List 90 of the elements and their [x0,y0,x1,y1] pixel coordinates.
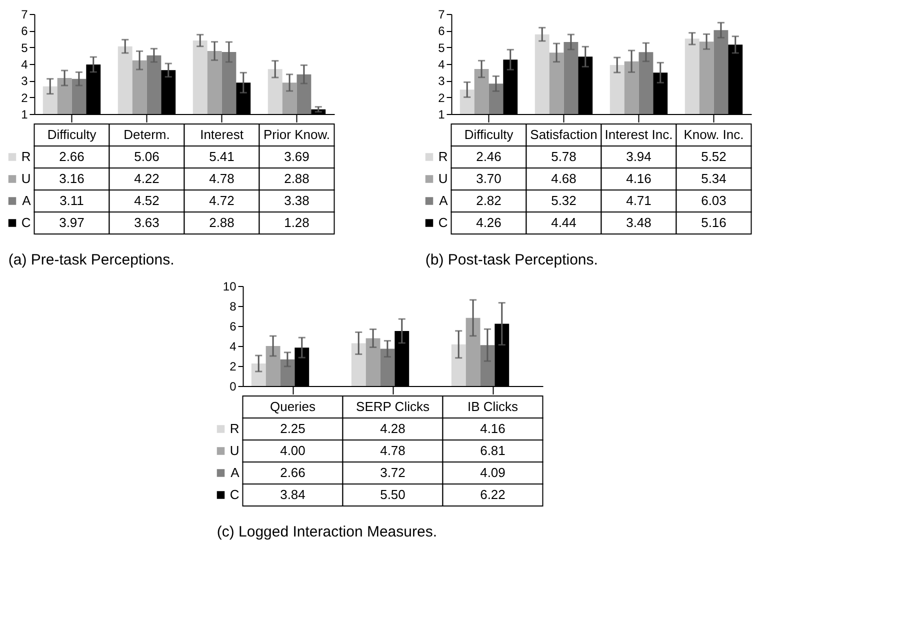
data-label: 2.82 [476,193,502,208]
data-label: 2.25 [280,421,306,436]
legend-label: R [21,149,31,164]
data-label: 2.88 [284,171,310,186]
data-label: 5.16 [701,215,726,230]
data-label: 4.16 [626,171,652,186]
text: (c) Logged Interaction Measures. [216,524,437,540]
y-tick-label: 2 [21,90,28,105]
x-tick-label: Interest Inc. [604,127,673,142]
y-tick-label: 6 [230,320,237,334]
data-label: 4.00 [280,443,306,458]
data-label: 3.97 [59,215,84,230]
y-tick-label: 3 [21,74,28,88]
data-label: 6.03 [701,193,726,208]
y-tick-label: 3 [438,74,446,88]
x-tick-label: Queries [270,399,316,414]
data-label: 6.22 [480,487,506,502]
legend-label: C [21,215,31,230]
data-label: 5.52 [701,149,726,164]
data-label: 2.66 [280,465,306,480]
data-label: 3.70 [476,171,502,186]
data-label: 5.50 [380,487,406,502]
data-label: 3.84 [280,487,306,502]
data-label: 4.68 [551,171,576,186]
legend-label: A [439,193,448,208]
data-label: 4.28 [380,421,406,436]
data-label: 4.09 [480,465,506,480]
y-tick-label: 2 [438,90,446,105]
y-tick-label: 1 [21,108,28,122]
legend-label: A [22,193,32,208]
y-tick-label: 7 [438,8,446,22]
data-label: 4.78 [380,443,406,458]
y-tick-label: 4 [230,340,237,354]
legend-label: R [230,421,240,436]
y-tick-label: 6 [438,24,446,38]
data-label: 5.41 [209,149,234,164]
x-tick-label: Difficulty [47,127,97,142]
data-label: 5.34 [701,171,726,186]
data-label: 2.88 [209,215,234,230]
data-label: 3.16 [59,171,84,186]
y-tick-label: 7 [21,8,28,22]
y-tick-label: 1 [438,108,446,122]
data-label: 3.72 [380,465,406,480]
x-tick-label: Interest [200,127,244,142]
x-tick-label: SERP Clicks [356,399,430,414]
data-label: 4.44 [551,215,576,230]
x-tick-label: Difficulty [464,127,514,142]
x-tick-label: Prior Know. [264,127,330,142]
data-label: 3.11 [60,193,84,208]
x-tick-label: Satisfaction [530,127,598,142]
data-label: 5.78 [551,149,576,164]
data-label: 2.66 [59,149,84,164]
legend-label: R [438,149,448,164]
data-label: 5.32 [551,193,576,208]
data-label: 5.06 [134,149,160,164]
data-label: 4.71 [626,193,652,208]
legend-label: U [21,171,31,186]
y-tick-label: 5 [438,40,446,55]
y-tick-label: 0 [230,380,237,394]
legend-label: C [438,215,448,230]
legend-label: A [230,465,240,480]
data-label: 3.38 [284,193,310,208]
legend-label: C [230,487,240,502]
x-tick-label: Know. Inc. [684,127,744,142]
data-label: 6.81 [480,443,506,458]
y-tick-label: 2 [230,360,237,374]
y-tick-label: 4 [438,58,446,72]
legend-label: U [438,171,448,186]
data-label: 3.69 [284,149,310,164]
data-label: 4.16 [480,421,506,436]
data-label: 1.28 [284,215,310,230]
data-label: 3.63 [134,215,160,230]
y-tick-label: 8 [230,300,237,314]
data-label: 4.78 [209,171,234,186]
data-label: 3.48 [626,215,652,230]
x-tick-label: IB Clicks [467,399,519,414]
text: (a) Pre-task Perceptions. [8,252,174,268]
data-label: 4.52 [134,193,160,208]
x-tick-label: Determ. [124,127,170,142]
data-label: 3.94 [626,149,652,164]
y-tick-label: 4 [21,58,28,72]
data-label: 4.26 [476,215,502,230]
y-tick-label: 5 [21,40,28,55]
data-label: 4.72 [209,193,234,208]
y-tick-label: 10 [222,280,237,294]
data-label: 2.46 [476,149,502,164]
legend-label: U [230,443,240,458]
y-tick-label: 6 [21,24,28,38]
text: (b) Post-task Perceptions. [425,252,598,268]
data-label: 4.22 [134,171,160,186]
